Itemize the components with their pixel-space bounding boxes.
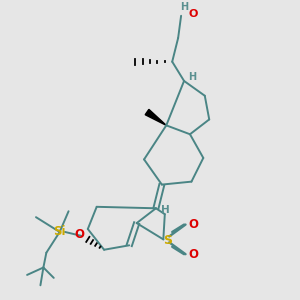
Text: Si: Si: [53, 226, 66, 238]
Text: O: O: [188, 218, 198, 231]
Polygon shape: [145, 110, 166, 125]
Text: H: H: [188, 72, 196, 82]
Text: O: O: [189, 9, 198, 19]
Text: O: O: [188, 248, 198, 261]
Text: H: H: [181, 2, 189, 13]
Text: O: O: [74, 228, 84, 241]
Text: H: H: [161, 205, 170, 215]
Text: S: S: [163, 234, 172, 248]
